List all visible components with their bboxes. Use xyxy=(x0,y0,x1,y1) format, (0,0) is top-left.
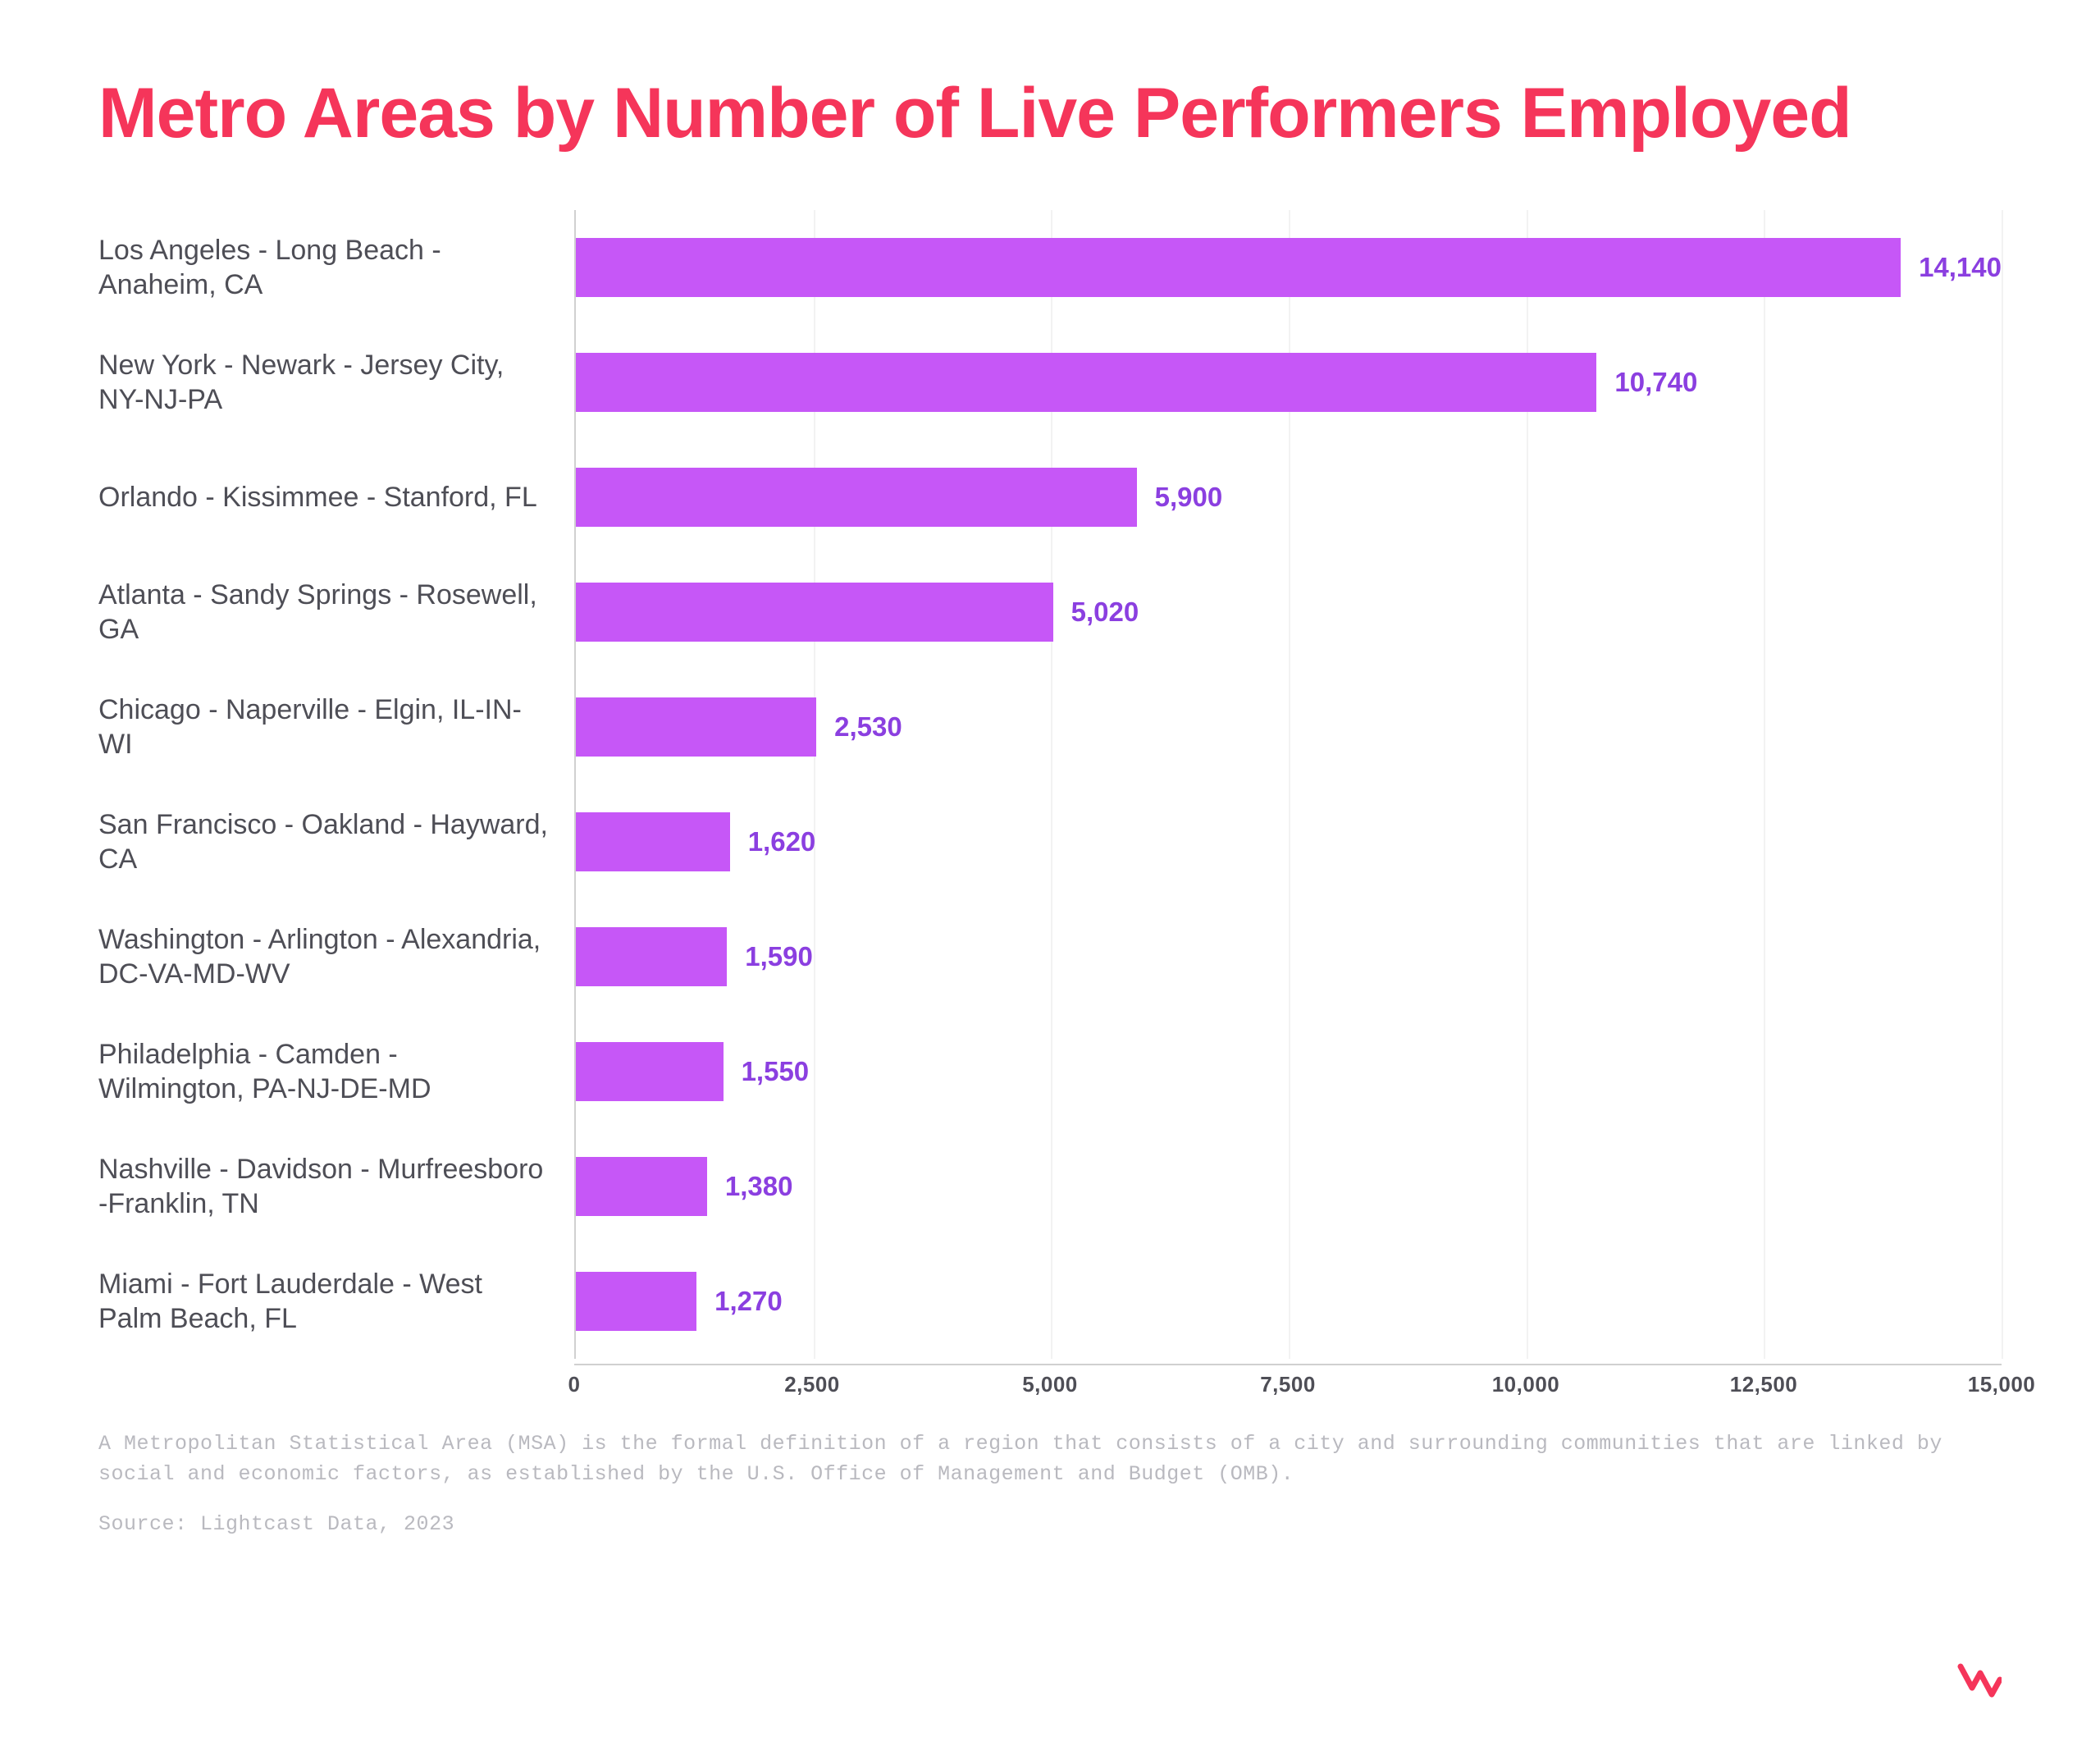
bar-row: 1,270 xyxy=(576,1244,2002,1359)
category-row: Chicago - Naperville - Elgin, IL-IN-WI xyxy=(98,670,574,784)
category-row: Atlanta - Sandy Springs - Rosewell, GA xyxy=(98,555,574,670)
plot: 14,140 10,740 5,900 5,020 2,530 1,620 1,590 1,5… xyxy=(574,210,2002,1359)
gridline xyxy=(2002,210,2003,1359)
bar-value-label: 1,550 xyxy=(742,1056,810,1087)
category-row: San Francisco - Oakland - Hayward, CA xyxy=(98,784,574,899)
brand-logo-icon xyxy=(1956,1662,2002,1702)
axis-spacer xyxy=(98,1364,574,1397)
category-label: Washington - Arlington - Alexandria, DC-… xyxy=(98,922,574,992)
bar xyxy=(576,583,1053,642)
category-label: San Francisco - Oakland - Hayward, CA xyxy=(98,807,574,877)
category-row: Miami - Fort Lauderdale - West Palm Beac… xyxy=(98,1244,574,1359)
bar-value-label: 5,020 xyxy=(1071,597,1139,628)
category-label: Chicago - Naperville - Elgin, IL-IN-WI xyxy=(98,693,574,762)
bar-value-label: 2,530 xyxy=(834,711,902,743)
x-axis-tick: 0 xyxy=(568,1372,581,1397)
bar-row: 14,140 xyxy=(576,210,2002,325)
bar-row: 10,740 xyxy=(576,325,2002,440)
x-axis-tick: 7,500 xyxy=(1260,1372,1316,1397)
bar xyxy=(576,812,730,871)
category-label: Los Angeles - Long Beach - Anaheim, CA xyxy=(98,233,574,303)
bar xyxy=(576,468,1137,527)
plot-area: 14,140 10,740 5,900 5,020 2,530 1,620 1,590 1,5… xyxy=(574,210,2002,1359)
x-axis-row: 02,5005,0007,50010,00012,50015,000 xyxy=(98,1364,2002,1397)
x-axis-tick: 5,000 xyxy=(1022,1372,1078,1397)
bar-value-label: 1,270 xyxy=(714,1286,783,1317)
category-row: Los Angeles - Long Beach - Anaheim, CA xyxy=(98,210,574,325)
bar-value-label: 5,900 xyxy=(1155,482,1223,513)
x-axis-tick: 15,000 xyxy=(1968,1372,2036,1397)
chart-title: Metro Areas by Number of Live Performers… xyxy=(98,74,2002,153)
bar-row: 5,020 xyxy=(576,555,2002,670)
x-axis-tick: 10,000 xyxy=(1492,1372,1560,1397)
category-label: Orlando - Kissimmee - Stanford, FL xyxy=(98,480,562,515)
category-labels-column: Los Angeles - Long Beach - Anaheim, CA Ne… xyxy=(98,210,574,1359)
category-row: Nashville - Davidson - Murfreesboro -Fra… xyxy=(98,1129,574,1244)
bars-column: 14,140 10,740 5,900 5,020 2,530 1,620 1,590 1,5… xyxy=(576,210,2002,1359)
category-row: Orlando - Kissimmee - Stanford, FL xyxy=(98,440,574,555)
bar xyxy=(576,353,1596,412)
category-label: New York - Newark - Jersey City, NY-NJ-P… xyxy=(98,348,574,418)
footnote-text: A Metropolitan Statistical Area (MSA) is… xyxy=(98,1429,2002,1489)
bar-row: 5,900 xyxy=(576,440,2002,555)
x-axis: 02,5005,0007,50010,00012,50015,000 xyxy=(574,1364,2002,1397)
bar-row: 1,380 xyxy=(576,1129,2002,1244)
category-row: New York - Newark - Jersey City, NY-NJ-P… xyxy=(98,325,574,440)
bar-row: 2,530 xyxy=(576,670,2002,784)
bar xyxy=(576,697,816,757)
bar-value-label: 14,140 xyxy=(1919,252,2002,283)
bar xyxy=(576,1272,696,1331)
bar-row: 1,620 xyxy=(576,784,2002,899)
category-row: Washington - Arlington - Alexandria, DC-… xyxy=(98,899,574,1014)
source-text: Source: Lightcast Data, 2023 xyxy=(98,1512,2002,1536)
category-label: Miami - Fort Lauderdale - West Palm Beac… xyxy=(98,1267,574,1337)
category-label: Nashville - Davidson - Murfreesboro -Fra… xyxy=(98,1152,574,1222)
bar-value-label: 1,380 xyxy=(725,1171,793,1202)
x-axis-tick: 2,500 xyxy=(784,1372,840,1397)
bar-value-label: 1,620 xyxy=(748,826,816,857)
bar-value-label: 1,590 xyxy=(745,941,813,972)
bar-row: 1,590 xyxy=(576,899,2002,1014)
chart-area: Los Angeles - Long Beach - Anaheim, CA Ne… xyxy=(98,210,2002,1359)
bar-value-label: 10,740 xyxy=(1614,367,1697,398)
category-label: Atlanta - Sandy Springs - Rosewell, GA xyxy=(98,578,574,647)
chart: Los Angeles - Long Beach - Anaheim, CA Ne… xyxy=(98,210,2002,1397)
x-axis-tick: 12,500 xyxy=(1730,1372,1798,1397)
bar xyxy=(576,927,727,986)
category-row: Philadelphia - Camden - Wilmington, PA-N… xyxy=(98,1014,574,1129)
bar xyxy=(576,1042,724,1101)
category-label: Philadelphia - Camden - Wilmington, PA-N… xyxy=(98,1037,574,1107)
bar-row: 1,550 xyxy=(576,1014,2002,1129)
bar xyxy=(576,238,1901,297)
chart-container: Metro Areas by Number of Live Performers… xyxy=(0,0,2100,1751)
bar xyxy=(576,1157,707,1216)
